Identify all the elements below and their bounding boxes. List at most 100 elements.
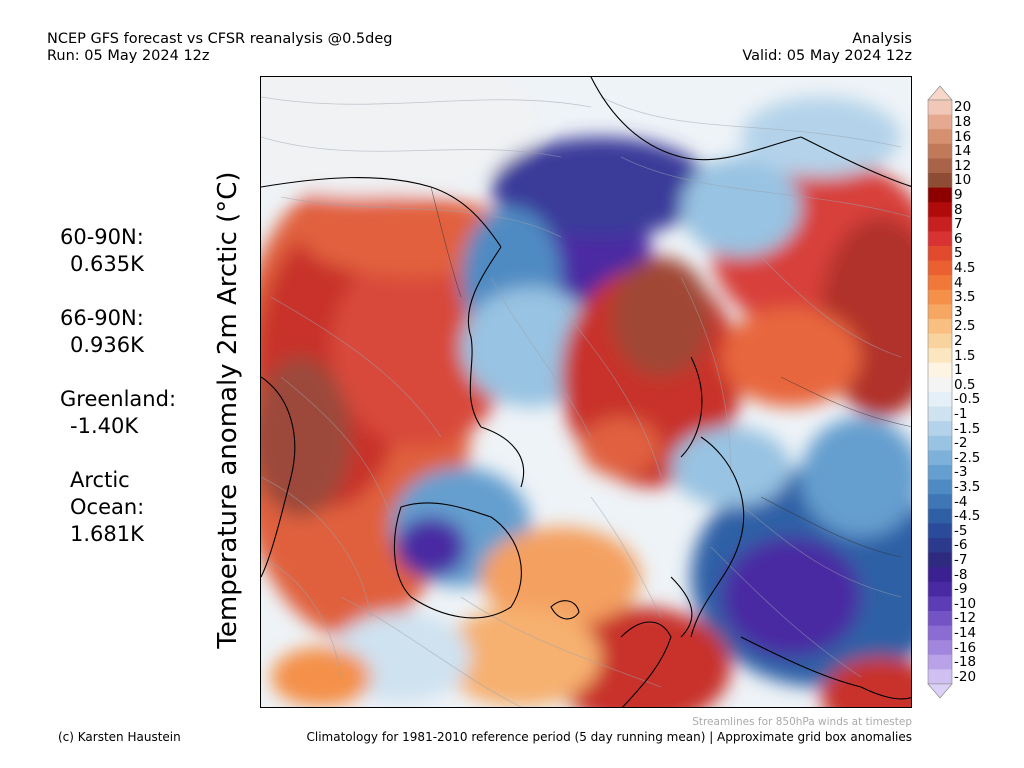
colorbar-swatch: [928, 596, 952, 612]
colorbar-swatch: [928, 377, 952, 393]
colorbar-swatch: [928, 465, 952, 480]
warm-anomaly-region: [271, 647, 371, 707]
warm-anomaly-region: [481, 527, 641, 627]
stat-label: 66-90N:: [60, 306, 144, 330]
colorbar-swatch: [928, 158, 952, 174]
streamline: [261, 96, 592, 108]
colorbar-swatch: [928, 640, 952, 656]
colorbar-swatch: [928, 333, 952, 349]
stat-value: 1.681K: [70, 522, 144, 546]
colorbar-swatch: [928, 187, 952, 203]
streamline: [261, 136, 562, 158]
stat-label: 60-90N:: [60, 225, 144, 249]
streamline: [560, 306, 662, 478]
colorbar-swatch: [928, 143, 952, 159]
stat-value: 0.936K: [70, 333, 144, 357]
cold-anomaly-region: [681, 157, 801, 257]
colorbar-tick-label: 6: [954, 230, 963, 247]
colorbar-tick-label: 9: [954, 186, 963, 203]
colorbar-swatch: [928, 625, 952, 641]
vertical-title: Temperature anomaly 2m Arctic (°C): [213, 171, 243, 649]
colorbar-swatch: [928, 450, 952, 466]
valid-time: Valid: 05 May 2024 12z: [742, 48, 912, 64]
warm-anomaly-region: [581, 417, 661, 477]
coastline: [550, 600, 580, 620]
border-line: [430, 186, 462, 298]
colorbar-tick-label: -0.5: [954, 391, 981, 408]
colorbar-tick-label: 18: [954, 113, 972, 130]
stat-value: 0.635K: [70, 252, 144, 276]
anomaly-map-canvas: [261, 77, 911, 707]
colorbar-tick-label: 7: [954, 216, 963, 233]
streamline-note: Streamlines for 850hPa winds at timestep: [692, 716, 912, 728]
wind-streamlines: [261, 96, 911, 707]
coastline: [800, 136, 911, 187]
stat-label: Greenland:: [60, 387, 177, 411]
colorbar-tick-label: 16: [954, 128, 972, 145]
colorbar-swatch: [928, 552, 952, 568]
colorbar-swatch: [928, 100, 952, 115]
colorbar-tick-label: 4: [954, 274, 963, 291]
regional-stats: 60-90N: 0.635K 66-90N: 0.936K Greenland:…: [60, 224, 176, 575]
climatology-note: Climatology for 1981-2010 reference peri…: [306, 730, 913, 744]
streamline: [261, 556, 342, 678]
warm-anomaly-region: [821, 657, 911, 707]
colorbar-lower-arrow: [927, 683, 953, 699]
colorbar-tick-label: -3: [954, 464, 968, 481]
streamline: [261, 476, 372, 618]
colorbar-swatch: [928, 231, 952, 247]
streamline: [760, 256, 902, 358]
colorbar-tick-label: 4.5: [954, 259, 976, 276]
colorbar-tick-label: -16: [954, 639, 977, 656]
colorbar-tick-label: -10: [954, 595, 977, 612]
anomaly-field: [261, 77, 911, 707]
coastlines: [261, 77, 911, 707]
colorbar-tick-label: -1.5: [954, 420, 981, 437]
colorbar-tick-label: -5: [954, 522, 968, 539]
colorbar-swatch: [928, 348, 952, 364]
cold-anomaly-region: [491, 137, 711, 237]
coastline: [680, 356, 703, 458]
warm-anomaly-region: [261, 357, 351, 517]
colorbar-swatch: [928, 289, 952, 305]
colorbar-swatch: [928, 479, 952, 495]
border-line: [760, 496, 902, 558]
streamline: [620, 156, 911, 218]
colorbar-tick-label: 2.5: [954, 318, 976, 335]
colorbar-tick-label: -6: [954, 537, 968, 554]
colorbar-labels: 20 18 16 14 12 10 9 8 7 6 5 4.5 4 3.5 3 2.5 2 1.5 1 0.5 -0.5…: [954, 86, 1014, 698]
streamline: [460, 596, 662, 688]
colorbar-tick-label: 2: [954, 332, 963, 349]
colorbar-tick-label: 1.5: [954, 347, 976, 364]
stat-value: -1.40K: [70, 414, 139, 438]
run-time: Run: 05 May 2024 12z: [47, 48, 210, 64]
colorbar-tick-label: -2.5: [954, 449, 981, 466]
coastline: [590, 77, 802, 161]
coastline: [670, 576, 693, 638]
colorbar-canvas: [927, 85, 953, 699]
colorbar-swatch: [928, 260, 952, 276]
streamline: [280, 376, 392, 518]
streamline: [280, 196, 562, 238]
colorbar-swatch: [928, 611, 952, 626]
colorbar-swatch: [928, 319, 952, 334]
streamline: [730, 496, 902, 598]
colorbar-swatch: [928, 246, 952, 261]
stat-label: Arctic Ocean:: [70, 468, 145, 519]
analysis-label: Analysis: [852, 31, 912, 47]
colorbar-swatch: [928, 523, 952, 539]
colorbar-tick-label: -4: [954, 493, 968, 510]
neutral-anomaly-region: [261, 77, 541, 197]
colorbar-tick-label: 10: [954, 172, 972, 189]
colorbar-swatch: [928, 435, 952, 451]
colorbar-swatch: [928, 362, 952, 378]
colorbar-tick-label: 3: [954, 303, 963, 320]
streamline: [490, 276, 592, 438]
colorbar-tick-label: 5: [954, 245, 963, 262]
cold-anomaly-region: [741, 97, 901, 177]
cold-anomaly-region: [801, 417, 911, 537]
stat-60-90n: 60-90N: 0.635K: [60, 224, 176, 278]
colorbar-tick-label: -1: [954, 405, 968, 422]
colorbar-swatch: [928, 173, 952, 188]
colorbar-swatch: [928, 114, 952, 130]
